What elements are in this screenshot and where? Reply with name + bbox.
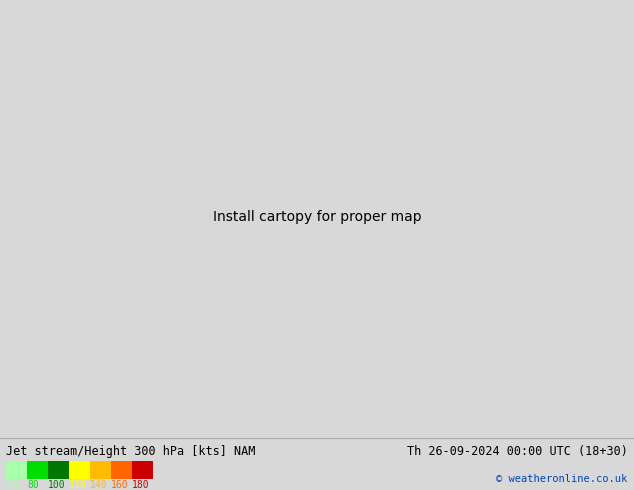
Bar [6,461,27,479]
Text: 60: 60 [6,480,18,490]
Bar [27,461,48,479]
Text: © weatheronline.co.uk: © weatheronline.co.uk [496,474,628,484]
Bar [69,461,90,479]
Text: 100: 100 [48,480,66,490]
Text: 80: 80 [27,480,39,490]
Text: Install cartopy for proper map: Install cartopy for proper map [212,210,422,224]
Bar [48,461,69,479]
Text: Th 26-09-2024 00:00 UTC (18+30): Th 26-09-2024 00:00 UTC (18+30) [407,445,628,458]
Text: Jet stream/Height 300 hPa [kts] NAM: Jet stream/Height 300 hPa [kts] NAM [6,445,256,458]
Bar [132,461,153,479]
Text: 140: 140 [90,480,108,490]
Bar [90,461,111,479]
Text: 120: 120 [69,480,87,490]
Text: 180: 180 [132,480,150,490]
Bar [111,461,132,479]
Text: 160: 160 [111,480,129,490]
